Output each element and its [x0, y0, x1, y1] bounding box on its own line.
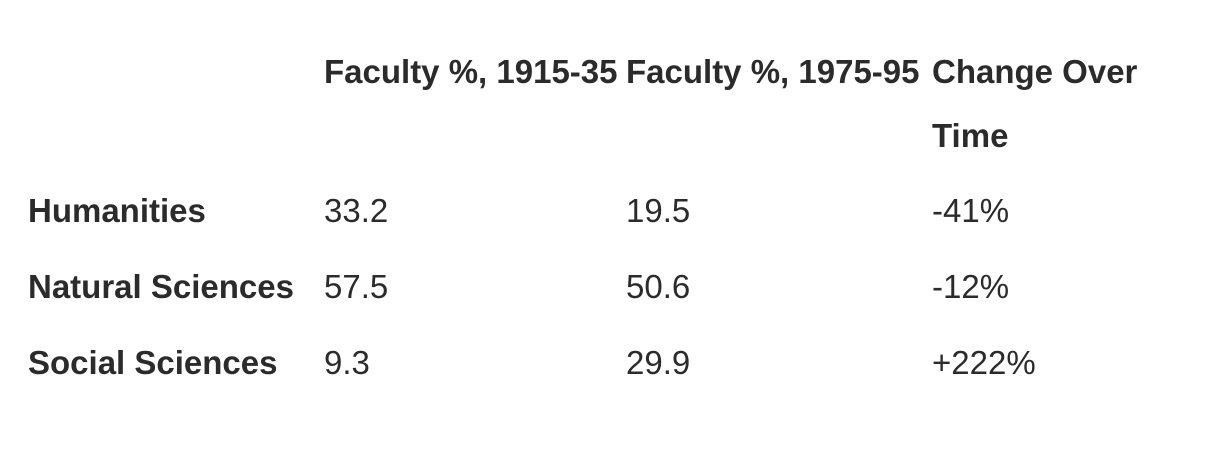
table-row: Humanities 33.2 19.5 -41% [28, 174, 1212, 250]
header-field [28, 40, 324, 174]
faculty-table-container: Faculty %, 1915-35 Faculty %, 1975-95 Ch… [28, 40, 1212, 402]
cell-early: 33.2 [324, 192, 389, 229]
row-label: Humanities [28, 192, 206, 229]
table-body: Humanities 33.2 19.5 -41% Natural Scienc… [28, 174, 1212, 402]
table-row: Social Sciences 9.3 29.9 +222% [28, 326, 1212, 402]
table-row: Natural Sciences 57.5 50.6 -12% [28, 250, 1212, 326]
cell-late: 19.5 [626, 192, 691, 229]
row-label: Natural Sciences [28, 268, 294, 305]
row-label: Social Sciences [28, 344, 278, 381]
header-faculty-1975-95: Faculty %, 1975-95 [626, 53, 920, 90]
table-header: Faculty %, 1915-35 Faculty %, 1975-95 Ch… [28, 40, 1212, 174]
cell-change: -12% [932, 268, 1010, 305]
cell-late: 50.6 [626, 268, 691, 305]
faculty-distribution-table: Faculty %, 1915-35 Faculty %, 1975-95 Ch… [28, 40, 1212, 402]
cell-late: 29.9 [626, 344, 691, 381]
header-row: Faculty %, 1915-35 Faculty %, 1975-95 Ch… [28, 40, 1212, 174]
header-change-over-time: Change Over Time [932, 53, 1138, 154]
cell-change: -41% [932, 192, 1010, 229]
cell-change: +222% [932, 344, 1036, 381]
cell-early: 57.5 [324, 268, 389, 305]
cell-early: 9.3 [324, 344, 370, 381]
header-faculty-1915-35: Faculty %, 1915-35 [324, 53, 618, 90]
